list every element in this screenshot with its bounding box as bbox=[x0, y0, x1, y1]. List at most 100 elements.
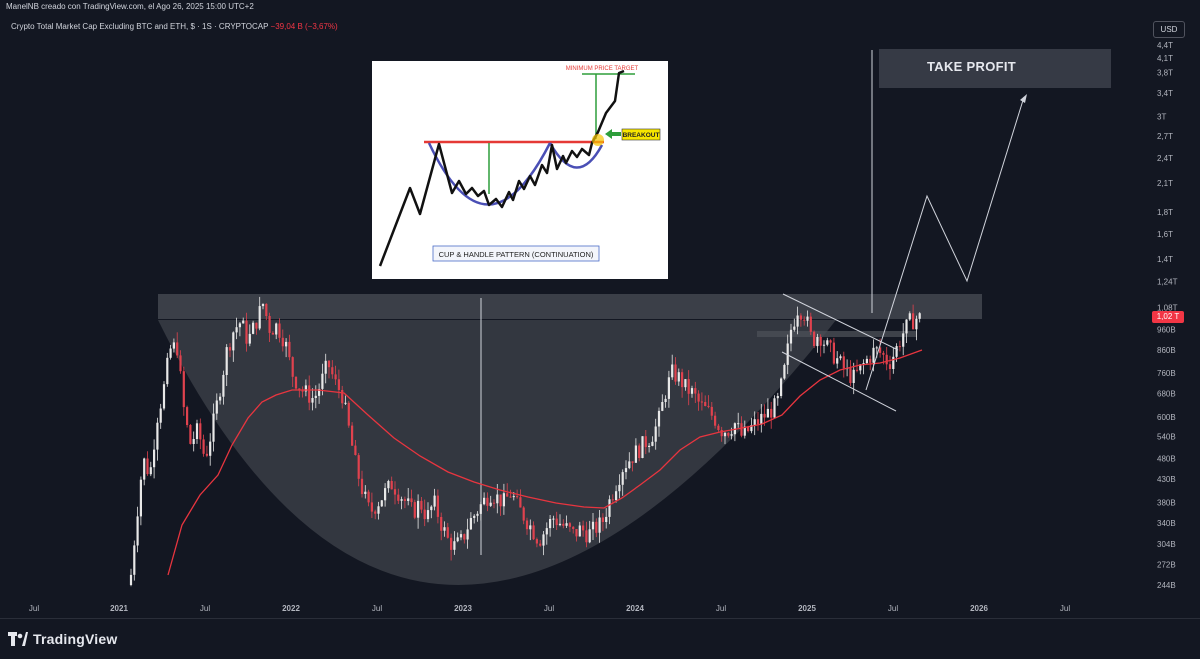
candle-74 bbox=[374, 509, 377, 520]
time-tick-10: Jul bbox=[888, 604, 898, 613]
candle-39 bbox=[258, 296, 261, 331]
price-tick-3: 3,4T bbox=[1157, 89, 1173, 98]
candle-230 bbox=[888, 355, 892, 380]
candle-183 bbox=[733, 422, 736, 442]
candle-24 bbox=[209, 433, 212, 466]
candle-89 bbox=[423, 499, 426, 527]
candle-52 bbox=[301, 386, 304, 398]
time-tick-0: Jul bbox=[29, 604, 39, 613]
candle-166 bbox=[677, 368, 680, 386]
price-tick-22: 340B bbox=[1157, 519, 1176, 528]
candle-84 bbox=[407, 488, 410, 506]
price-tick-13: 960B bbox=[1157, 325, 1176, 334]
price-tick-25: 244B bbox=[1157, 581, 1176, 590]
candle-80 bbox=[393, 481, 397, 505]
symbol-info[interactable]: Crypto Total Market Cap Excluding BTC an… bbox=[11, 22, 338, 31]
candle-171 bbox=[694, 381, 697, 403]
candle-55 bbox=[311, 388, 314, 411]
candle-149 bbox=[621, 469, 624, 496]
candle-0 bbox=[129, 568, 133, 587]
inset-breakout-arrow bbox=[605, 129, 621, 139]
candle-57 bbox=[318, 383, 321, 404]
candle-179 bbox=[720, 426, 723, 442]
candle-28 bbox=[222, 370, 225, 405]
candle-44 bbox=[275, 322, 278, 340]
candle-37 bbox=[252, 320, 255, 335]
price-tick-2: 3,8T bbox=[1157, 68, 1173, 77]
candle-139 bbox=[588, 520, 591, 544]
candle-129 bbox=[555, 511, 558, 530]
candle-234 bbox=[902, 323, 905, 356]
candle-34 bbox=[242, 317, 245, 324]
candle-108 bbox=[486, 492, 489, 512]
candle-49 bbox=[291, 356, 294, 387]
tradingview-brand[interactable]: TradingView bbox=[8, 631, 117, 647]
price-chart[interactable]: 4,4T 4,1T 3,8T 3,4T 3T 2,7T 2,4T 2,1T 1,8T 1,6T 1,… bbox=[0, 0, 1200, 618]
time-tick-12: Jul bbox=[1060, 604, 1070, 613]
cup-handle-illustration: BREAKOUT MINIMUM PRICE TARGET CUP & HAND… bbox=[372, 61, 668, 279]
time-tick-3: 2022 bbox=[282, 604, 300, 613]
candle-176 bbox=[710, 402, 713, 420]
candle-190 bbox=[756, 412, 760, 431]
candle-79 bbox=[390, 476, 393, 490]
candle-189 bbox=[753, 411, 756, 436]
candle-167 bbox=[681, 368, 684, 398]
candle-32 bbox=[235, 317, 238, 340]
candle-93 bbox=[436, 489, 439, 524]
time-tick-2: Jul bbox=[200, 604, 210, 613]
candle-26 bbox=[215, 393, 218, 420]
candle-94 bbox=[440, 512, 443, 541]
price-tick-9: 1,6T bbox=[1157, 230, 1173, 239]
candle-145 bbox=[608, 495, 611, 525]
candle-215 bbox=[839, 354, 842, 361]
time-tick-9: 2025 bbox=[798, 604, 816, 613]
price-tick-14: 860B bbox=[1157, 346, 1176, 355]
price-tick-0: 4,4T bbox=[1157, 41, 1173, 50]
candle-204 bbox=[803, 316, 806, 326]
candle-60 bbox=[327, 360, 331, 379]
candle-236 bbox=[908, 311, 911, 321]
candle-132 bbox=[565, 515, 568, 528]
candle-70 bbox=[360, 470, 364, 498]
price-tick-1: 4,1T bbox=[1157, 54, 1173, 63]
candle-218 bbox=[849, 360, 852, 387]
inset-handle-curve bbox=[548, 142, 604, 169]
candle-97 bbox=[450, 533, 453, 561]
candle-13 bbox=[172, 338, 175, 353]
candle-124 bbox=[539, 539, 542, 547]
candle-216 bbox=[842, 351, 845, 378]
projection-arrowhead bbox=[1020, 94, 1027, 103]
candle-211 bbox=[826, 337, 829, 347]
inset-target-label: MINIMUM PRICE TARGET bbox=[566, 66, 639, 72]
currency-selector[interactable]: USD bbox=[1153, 21, 1185, 38]
candle-135 bbox=[575, 529, 578, 542]
handle-support-zone bbox=[757, 331, 917, 337]
price-tick-19: 480B bbox=[1157, 455, 1176, 464]
candle-158 bbox=[651, 436, 654, 447]
candle-86 bbox=[413, 499, 416, 520]
candle-41 bbox=[265, 303, 268, 321]
candle-197 bbox=[780, 377, 783, 399]
candle-212 bbox=[829, 339, 832, 353]
price-tick-5: 2,7T bbox=[1157, 132, 1173, 141]
symbol-title[interactable]: Crypto Total Market Cap Excluding BTC an… bbox=[11, 22, 269, 31]
candle-33 bbox=[238, 322, 241, 337]
candle-172 bbox=[697, 390, 700, 411]
candle-169 bbox=[687, 370, 690, 406]
footer-bar: TradingView bbox=[0, 618, 1200, 659]
candle-233 bbox=[898, 340, 901, 352]
candle-144 bbox=[605, 508, 608, 529]
candle-40 bbox=[261, 303, 265, 310]
candle-3 bbox=[139, 476, 142, 526]
candle-147 bbox=[615, 485, 618, 503]
candle-67 bbox=[351, 422, 354, 446]
candle-76 bbox=[380, 500, 383, 507]
candle-69 bbox=[357, 453, 360, 487]
candle-64 bbox=[341, 385, 344, 409]
candle-95 bbox=[443, 521, 446, 537]
candle-205 bbox=[806, 310, 809, 327]
time-tick-7: 2024 bbox=[626, 604, 644, 613]
candle-2 bbox=[136, 506, 139, 553]
candle-53 bbox=[304, 379, 307, 397]
last-price-tag: 1,02 T bbox=[1152, 311, 1184, 323]
